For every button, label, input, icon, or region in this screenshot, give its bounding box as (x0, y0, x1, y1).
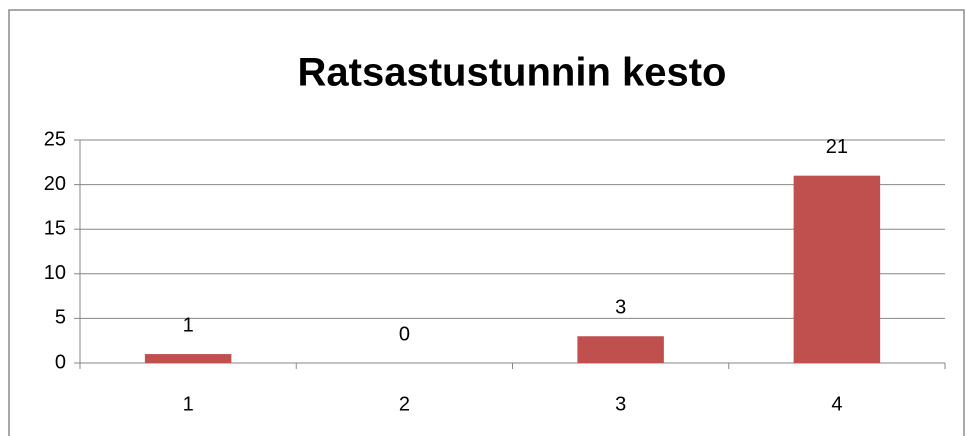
bar (577, 336, 664, 363)
x-tick-label: 1 (183, 393, 194, 415)
y-tick-label: 10 (44, 262, 66, 284)
y-tick-label: 5 (55, 307, 66, 329)
x-tick-label: 4 (831, 393, 842, 415)
bar (144, 354, 232, 363)
y-tick-label: 25 (44, 128, 66, 150)
x-tick-label: 2 (399, 393, 410, 415)
x-tick-label: 3 (615, 393, 626, 415)
chart-title: Ratsastustunnin kesto (298, 51, 727, 95)
y-tick-label: 15 (44, 217, 66, 239)
data-label: 3 (615, 297, 626, 319)
bar (793, 175, 881, 363)
y-tick-label: 0 (55, 351, 66, 373)
data-label: 1 (183, 314, 194, 336)
data-label: 0 (399, 323, 410, 345)
y-tick-label: 20 (44, 173, 66, 195)
data-label: 21 (826, 136, 848, 158)
